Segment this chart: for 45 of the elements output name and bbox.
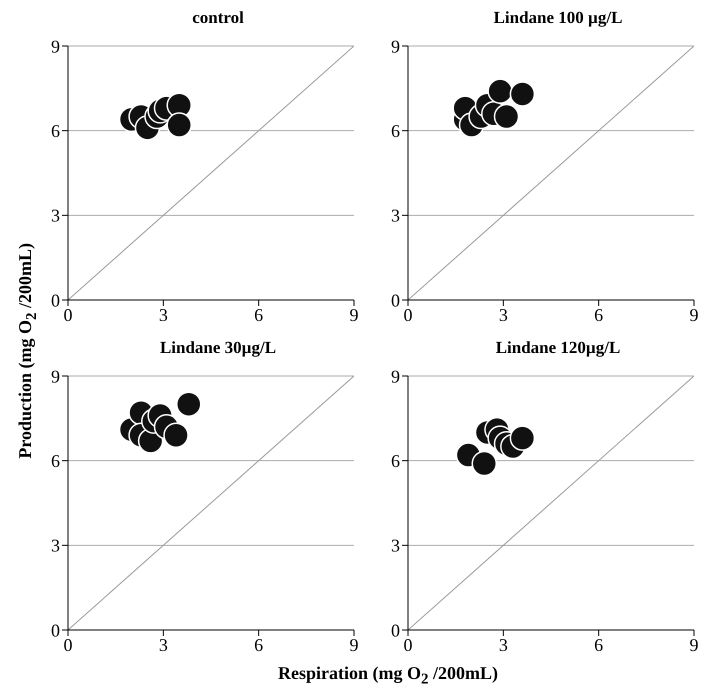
x-tick-label: 6: [594, 634, 604, 655]
y-tick-label: 9: [51, 36, 60, 56]
y-tick-label: 3: [391, 536, 400, 556]
y-tick-label: 0: [51, 620, 60, 640]
point: [472, 450, 498, 476]
x-tick-label: 6: [594, 304, 604, 325]
y-tick-label: 3: [51, 206, 60, 226]
point: [510, 425, 536, 451]
chart-title: Lindane 30µg/L: [160, 338, 276, 357]
y-tick-label: 9: [391, 366, 400, 386]
x-axis-title: Respiration (mg O$_{2}$ /200mL): [277, 663, 499, 689]
y-tick-label: 6: [51, 451, 60, 472]
x-tick-label: 3: [158, 304, 168, 325]
point: [163, 422, 189, 448]
point: [166, 112, 192, 138]
x-tick-label: 9: [350, 634, 358, 655]
y-tick-label: 6: [391, 451, 400, 472]
x-tick-label: 0: [404, 634, 412, 655]
x-tick-label: 6: [254, 634, 264, 655]
y-tick-label: 3: [391, 206, 400, 226]
y-tick-label: 9: [391, 36, 400, 56]
x-tick-label: 6: [254, 304, 264, 325]
point: [510, 81, 536, 107]
y-tick-label: 0: [391, 620, 400, 640]
point: [487, 78, 513, 104]
x-tick-label: 3: [498, 304, 508, 325]
x-tick-label: 0: [64, 304, 72, 325]
y-tick-label: 3: [51, 536, 60, 556]
point: [494, 104, 520, 130]
y-tick-label: 9: [51, 366, 60, 386]
y-tick-label: 0: [391, 290, 400, 310]
x-tick-label: 9: [690, 634, 698, 655]
y-tick-label: 0: [51, 290, 60, 310]
x-tick-label: 3: [498, 634, 508, 655]
y-tick-label: 6: [51, 121, 60, 142]
chart-title: Lindane 100 µg/L: [492, 8, 624, 29]
x-tick-label: 0: [404, 304, 412, 325]
x-tick-label: 9: [350, 304, 358, 325]
y-tick-label: 6: [391, 121, 400, 142]
chart-title: Lindane 120µg/L: [494, 338, 622, 359]
x-tick-label: 3: [158, 634, 168, 655]
x-tick-label: 0: [64, 634, 72, 655]
point: [176, 391, 202, 417]
chart-title: control: [191, 8, 245, 29]
x-tick-label: 9: [690, 304, 698, 325]
